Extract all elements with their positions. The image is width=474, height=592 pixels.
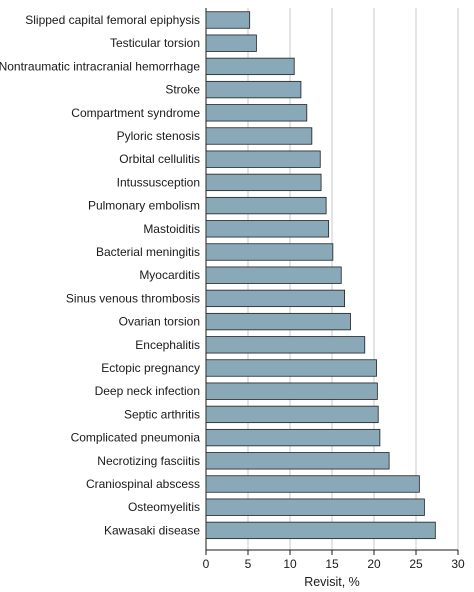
bar: [205, 220, 330, 238]
category-label: Intussusception: [117, 175, 200, 189]
category-label: Osteomyelitis: [128, 500, 200, 514]
category-label: Encephalitis: [135, 338, 200, 352]
category-label: Myocarditis: [139, 268, 200, 282]
category-label: Testicular torsion: [110, 36, 200, 50]
bar: [205, 196, 327, 215]
category-label: Nontraumatic intracranial hemorrhage: [0, 59, 200, 73]
bar: [205, 382, 378, 400]
x-tick-label: 25: [409, 557, 423, 571]
category-label: Complicated pneumonia: [71, 431, 201, 445]
category-label: Necrotizing fasciitis: [97, 454, 200, 468]
bar: [205, 359, 377, 377]
bar: [205, 127, 313, 145]
category-label: Pyloric stenosis: [117, 129, 200, 143]
bar: [205, 11, 251, 29]
category-label: Craniospinal abscess: [86, 477, 200, 491]
x-tick-label: 10: [283, 557, 297, 571]
category-label: Orbital cellulitis: [119, 152, 200, 166]
x-tick-label: 15: [325, 557, 339, 571]
category-label: Septic arthritis: [124, 407, 200, 421]
category-label: Ectopic pregnancy: [101, 361, 200, 375]
category-label: Deep neck infection: [95, 384, 200, 398]
bar: [205, 428, 381, 447]
bar: [205, 289, 346, 308]
bar: [205, 312, 351, 331]
category-label: Bacterial meningitis: [96, 245, 200, 259]
bar: [205, 34, 257, 52]
bar: [205, 104, 308, 122]
category-label: Pulmonary embolism: [88, 199, 200, 213]
x-tick-label: 20: [367, 557, 381, 571]
category-label: Mastoiditis: [143, 222, 200, 236]
bar: [205, 150, 321, 168]
bar: [205, 173, 322, 192]
bar: [205, 521, 436, 540]
category-label: Sinus venous thrombosis: [66, 291, 200, 305]
bar: [205, 336, 366, 354]
category-label: Slipped capital femoral epiphysis: [25, 13, 200, 27]
bar: [205, 243, 334, 261]
x-tick-label: 30: [451, 557, 465, 571]
x-axis-title: Revisit, %: [304, 575, 360, 589]
x-tick-label: 0: [203, 557, 210, 571]
category-label: Ovarian torsion: [119, 315, 200, 329]
category-labels: Slipped capital femoral epiphysis Testicu…: [0, 13, 200, 537]
bar: [205, 498, 425, 516]
category-label: Compartment syndrome: [71, 106, 200, 120]
bar: [205, 266, 342, 284]
bars: [205, 11, 436, 540]
category-label: Stroke: [165, 83, 200, 97]
bar: [205, 452, 390, 470]
x-axis-ticks: 0 5 10 15 20 25 30: [203, 550, 465, 571]
bar: [205, 475, 420, 493]
x-tick-label: 5: [245, 557, 252, 571]
bar: [205, 405, 379, 424]
category-label: Kawasaki disease: [104, 523, 200, 537]
bar: [205, 80, 302, 99]
bar: [205, 57, 295, 76]
